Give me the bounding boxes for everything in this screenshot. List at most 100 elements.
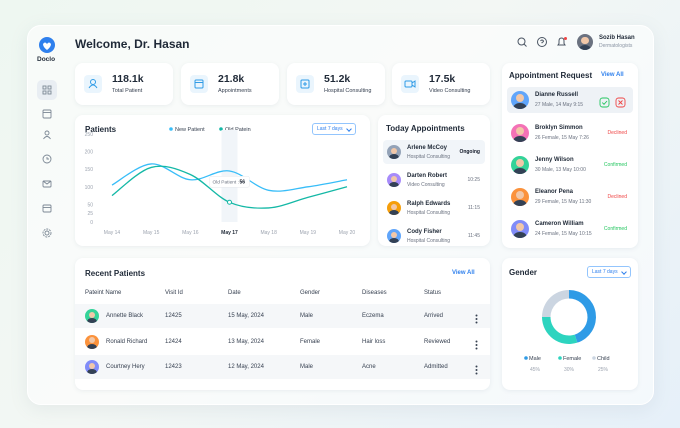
requester-name: Broklyn Simmon (535, 125, 583, 131)
column-header: Diseases (362, 290, 387, 296)
table-row-bg (75, 329, 490, 354)
stat-value: 21.8k (218, 73, 245, 85)
chart-title: Patients (85, 125, 117, 134)
request-row[interactable]: Broklyn Simmon 26 Female, 15 May 7:26 Decl… (507, 120, 633, 146)
chart-filter[interactable]: Last 7 days (587, 266, 631, 278)
table-cell: 12 May, 2024 (228, 364, 264, 370)
avatar (387, 145, 401, 159)
stat-icon-glyph (404, 80, 416, 88)
value-label: 30% (564, 367, 575, 373)
nav-icons[interactable] (40, 83, 54, 253)
legend-dot (558, 356, 562, 360)
requester-name: Eleanor Pena (535, 189, 574, 195)
column-header: Date (228, 290, 241, 296)
table-cell: Acne (362, 364, 376, 370)
kebab-icon[interactable] (475, 365, 478, 375)
stat-icon-glyph (300, 79, 310, 89)
x-tick-label: May 19 (300, 230, 317, 236)
brand-name: Doclo (37, 56, 56, 63)
row-menu[interactable] (475, 311, 478, 324)
header-icons[interactable] (516, 36, 571, 49)
x-tick-label: May 18 (260, 230, 277, 236)
legend-label: Male (529, 356, 541, 362)
request-row[interactable]: Dianne Russell 27 Male, 14 May 9:15 (507, 87, 633, 113)
chart-filter[interactable]: Last 7 days (312, 123, 356, 135)
legend-dot (219, 127, 223, 131)
table-cell: Eczema (362, 313, 384, 319)
table-cell: 15 May, 2024 (228, 313, 264, 319)
appointment-row[interactable]: Arlene McCoy Hospital Consulting Ongoing (383, 140, 485, 164)
user-avatar[interactable] (577, 34, 593, 50)
stat-value: 118.1k (112, 73, 144, 85)
appointment-time: Ongoing (459, 149, 480, 155)
user-role: Dermatologists (599, 43, 633, 49)
row-menu[interactable] (475, 337, 478, 350)
patients-card: Patients New Patient Old Patein 0 25 50 100 150… (75, 115, 370, 246)
legend-dot (592, 356, 596, 360)
appointment-type: Video Consulting (407, 182, 445, 188)
table-cell: Reviewed (424, 338, 451, 345)
value-label: 45% (530, 367, 541, 373)
avatar (387, 229, 401, 243)
patient-name: Cody Fisher (407, 229, 442, 235)
legend-label: Child (597, 356, 610, 362)
request-row[interactable]: Cameron William 24 Female, 15 May 10:15 Co… (507, 216, 633, 242)
avatar (387, 201, 401, 215)
request-status: Declined (607, 194, 627, 200)
avatar (511, 220, 529, 238)
stat-value: 51.2k (324, 73, 351, 85)
avatar (85, 309, 99, 323)
request-detail: 30 Male, 13 May 10:00 (535, 167, 586, 173)
request-view-all[interactable]: View All (601, 72, 624, 78)
row-menu[interactable] (475, 362, 478, 375)
legend-label: New Patient (175, 127, 205, 133)
stat-card: 17.5k Video Consulting (392, 63, 490, 105)
request-detail: 27 Male, 14 May 9:15 (535, 102, 584, 108)
legend-label: Old Patein (225, 127, 251, 133)
accept-decline-icons[interactable] (599, 97, 627, 108)
table-cell: 12423 (165, 364, 182, 370)
x-tick-label: May 20 (339, 230, 356, 236)
tooltip-point (227, 199, 232, 205)
patient-name: Arlene McCoy (407, 145, 448, 151)
appointment-time: 11:15 (467, 205, 480, 211)
appointment-row[interactable]: Cody Fisher Hospital Consulting 11:45 (383, 224, 485, 248)
request-detail: 26 Female, 15 May 7:26 (535, 135, 589, 141)
stat-value: 17.5k (429, 73, 456, 85)
request-status: Confirmed (603, 226, 627, 232)
stat-card: 118.1k Total Patient (75, 63, 173, 105)
table-cell: 12424 (165, 338, 182, 345)
y-tick-label: 150 (85, 167, 94, 173)
column-header: Gender (300, 290, 321, 296)
tooltip-value: 56 (240, 180, 246, 186)
y-tick-label: 250 (85, 132, 94, 138)
donut-slice (542, 290, 569, 317)
table-cell: Admitted (424, 364, 448, 370)
column-header: Pateint Name (85, 290, 122, 296)
table-cell: Courtney Hery (106, 364, 145, 370)
donut-slice (542, 317, 578, 344)
column-header: Status (424, 290, 442, 296)
series-line (111, 163, 348, 192)
kebab-icon[interactable] (475, 314, 478, 324)
appointment-row[interactable]: Ralph Edwards Hospital Consulting 11:15 (383, 196, 485, 220)
donut-slice (569, 290, 596, 343)
recent-view-all[interactable]: View All (452, 270, 475, 276)
stat-card: 51.2k Hospital Consulting (287, 63, 385, 105)
kebab-icon[interactable] (475, 340, 478, 350)
appointment-row[interactable]: Darten Robert Video Consulting 10:25 (383, 168, 485, 192)
table-cell: Hair loss (362, 338, 386, 345)
request-detail: 29 Female, 15 May 11:30 (535, 199, 592, 205)
appointment-time: 10:25 (467, 177, 480, 183)
request-row[interactable]: Eleanor Pena 29 Female, 15 May 11:30 Decli… (507, 184, 633, 210)
request-actions[interactable] (599, 95, 627, 108)
request-row[interactable]: Jenny Wilson 30 Male, 13 May 10:00 Confirm… (507, 152, 633, 178)
stat-icon (190, 75, 208, 93)
x-tick-label: May 17 (221, 230, 238, 236)
avatar (511, 188, 529, 206)
legend-dot (169, 127, 173, 131)
value-label: 25% (598, 367, 609, 373)
avatar (511, 156, 529, 174)
highlight-band (221, 130, 238, 222)
stat-label: Total Patient (112, 88, 143, 94)
